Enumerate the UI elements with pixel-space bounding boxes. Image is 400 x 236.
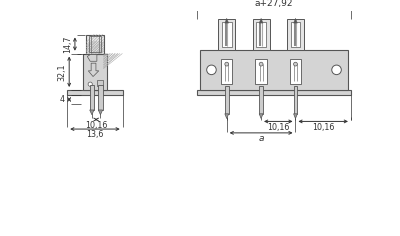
Bar [97, 80, 103, 86]
Circle shape [332, 65, 341, 75]
Polygon shape [259, 114, 263, 118]
Text: 13,6: 13,6 [86, 130, 104, 139]
Polygon shape [90, 110, 94, 115]
Polygon shape [259, 18, 263, 23]
Bar [294, 86, 297, 114]
Text: a: a [258, 134, 264, 143]
Bar [290, 59, 301, 84]
Bar [82, 54, 107, 90]
Bar [287, 19, 304, 50]
Bar [291, 22, 300, 47]
Circle shape [225, 62, 229, 66]
Circle shape [207, 65, 216, 75]
Bar [218, 19, 235, 50]
Text: 32,1: 32,1 [57, 63, 66, 80]
Bar [256, 22, 266, 47]
Circle shape [88, 82, 92, 86]
Bar [221, 59, 232, 84]
Bar [255, 59, 267, 84]
Polygon shape [225, 18, 229, 23]
Bar [259, 86, 263, 114]
Bar [67, 90, 123, 95]
Polygon shape [294, 18, 297, 23]
Bar [222, 22, 232, 47]
Text: 14,7: 14,7 [63, 35, 72, 53]
Bar [197, 90, 351, 95]
Text: 10,16: 10,16 [85, 121, 107, 130]
Circle shape [294, 62, 297, 66]
Polygon shape [225, 114, 229, 118]
Polygon shape [87, 55, 97, 61]
Bar [252, 19, 270, 50]
Bar [200, 50, 348, 90]
Text: a+27,92: a+27,92 [255, 0, 293, 8]
Bar [90, 85, 94, 110]
Bar [225, 86, 229, 114]
Text: 10,16: 10,16 [267, 123, 290, 132]
Text: 4: 4 [60, 95, 65, 104]
Polygon shape [98, 110, 103, 115]
Polygon shape [88, 63, 99, 76]
Circle shape [259, 62, 263, 66]
Text: 10,16: 10,16 [312, 123, 334, 132]
Polygon shape [294, 114, 297, 118]
Bar [89, 36, 101, 52]
Bar [86, 34, 104, 54]
Bar [98, 85, 103, 110]
